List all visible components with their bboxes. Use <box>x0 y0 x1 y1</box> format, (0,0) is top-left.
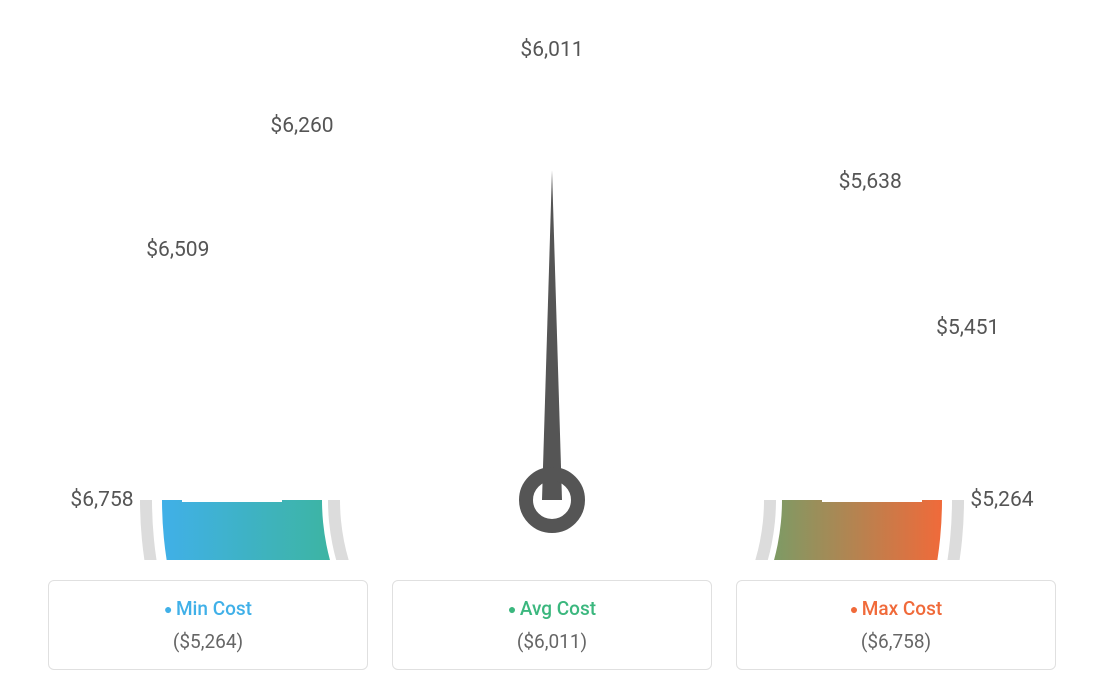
gauge-svg <box>22 20 1082 560</box>
gauge-tick <box>846 428 915 442</box>
gauge-tick <box>210 358 275 385</box>
gauge-needle <box>542 170 562 500</box>
gauge-tick <box>743 238 814 309</box>
gauge-tick <box>290 238 339 287</box>
legend-card: Max Cost ($6,758) <box>736 580 1056 670</box>
gauge-tick <box>410 158 437 223</box>
gauge-tick-label: $5,638 <box>839 170 902 194</box>
gauge-tick-label: $6,758 <box>70 488 133 512</box>
gauge-chart: $5,264 $5,451 $5,638 $6,011 $6,260 $6,509 $6,7… <box>22 20 1082 560</box>
gauge-tick <box>611 137 625 206</box>
legend-value: ($6,758) <box>737 630 1055 653</box>
legend-card: Min Cost ($5,264) <box>48 580 368 670</box>
gauge-tick <box>801 294 859 333</box>
legend-title: Avg Cost <box>393 597 711 620</box>
gauge-tick <box>346 192 402 275</box>
legend-title: Max Cost <box>737 597 1055 620</box>
gauge-tick-label: $5,264 <box>970 488 1033 512</box>
gauge-tick-label: $6,011 <box>520 38 583 62</box>
legend-row: Min Cost ($5,264) Avg Cost ($6,011) Max Cost… <box>20 580 1084 670</box>
legend-value: ($5,264) <box>49 630 367 653</box>
gauge-tick <box>719 192 758 250</box>
legend-card: Avg Cost ($6,011) <box>392 580 712 670</box>
gauge-tick <box>667 158 694 223</box>
gauge-tick-label: $6,260 <box>270 114 333 138</box>
gauge-tick <box>801 358 893 396</box>
legend-title: Min Cost <box>49 597 367 620</box>
gauge-tick-label: $5,451 <box>936 316 999 340</box>
gauge-tick-label: $6,509 <box>146 238 209 262</box>
gauge-tick <box>480 137 494 206</box>
gauge-tick <box>244 294 327 350</box>
legend-value: ($6,011) <box>393 630 711 653</box>
gauge-tick <box>189 428 258 442</box>
